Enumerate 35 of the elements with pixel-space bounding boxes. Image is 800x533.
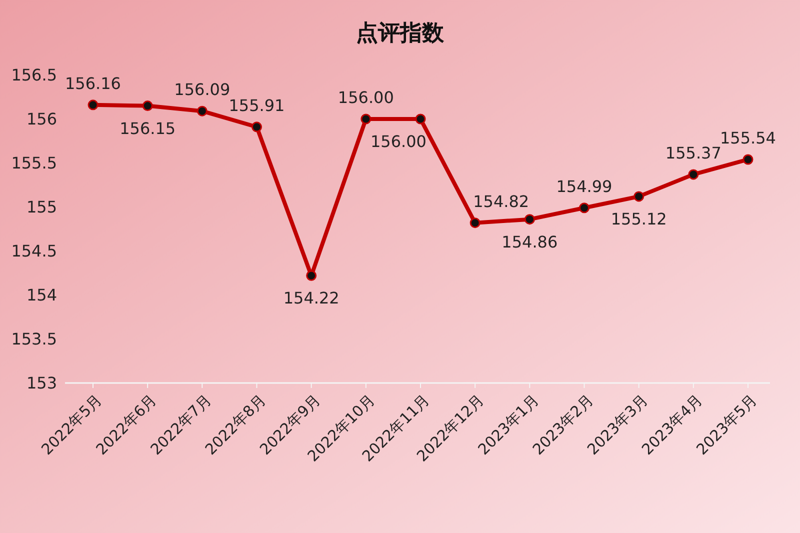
point [252,122,262,132]
y-tick-label: 153 [26,374,57,393]
y-tick-label: 156.5 [11,66,57,85]
point [142,100,153,112]
text: 156.15 [120,118,176,138]
point [415,114,426,124]
text: 156.00 [338,88,394,107]
point [524,214,535,225]
text: 154.86 [502,232,558,252]
point [88,100,98,110]
y-tick-label: 156 [26,110,57,129]
text: 154.82 [473,192,530,211]
text: 155.37 [665,143,722,162]
text: 155.12 [610,209,667,228]
point [742,154,754,165]
point [688,169,699,180]
y-tick-label: 154.5 [11,242,57,261]
text: 155.91 [228,96,285,115]
point [634,191,644,202]
y-tick-label: 154 [26,286,57,305]
point [306,270,317,281]
chart-title: 点评指数 [356,21,445,46]
text: 156.09 [174,80,230,100]
text: 156.16 [65,74,121,93]
y-tick-label: 153.5 [11,330,57,349]
text: 154.99 [556,176,612,196]
text: 154.22 [283,288,340,308]
text: 155.54 [720,128,776,148]
point [579,202,590,214]
y-tick-label: 155 [26,198,57,217]
point [360,114,372,124]
point [470,218,480,228]
point [196,106,208,116]
text: 156.00 [370,132,426,151]
y-tick-label: 155.5 [11,154,57,173]
